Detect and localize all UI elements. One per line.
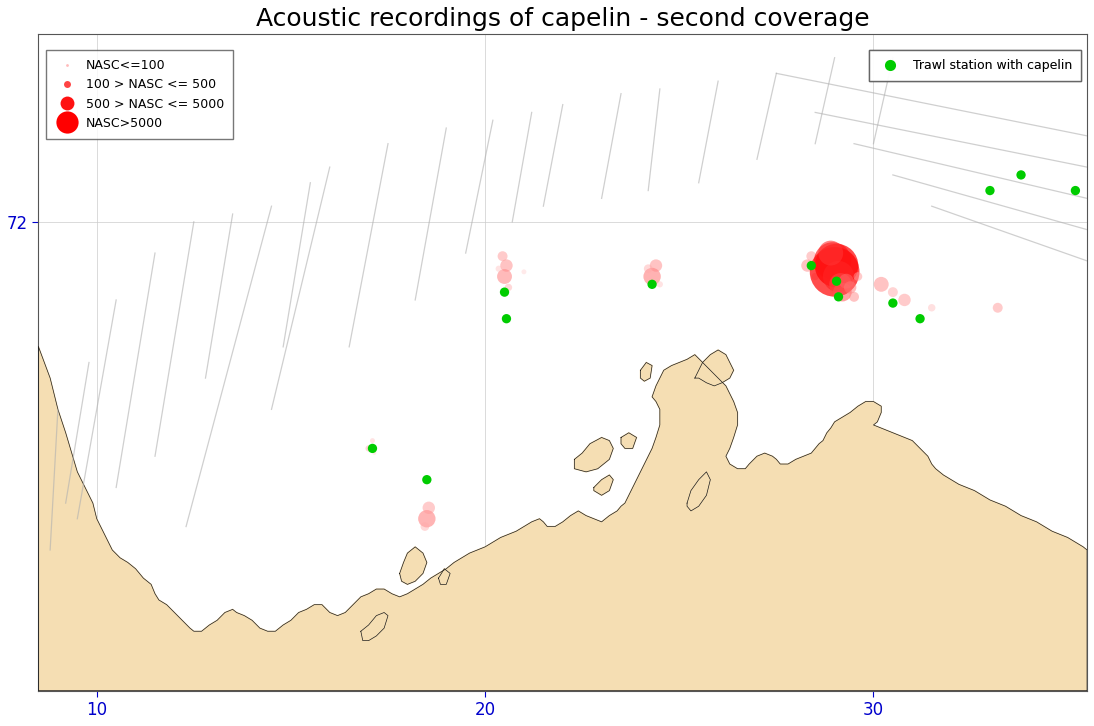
- Point: [420, 502, 438, 513]
- Legend: Trawl station with capelin: Trawl station with capelin: [869, 50, 1081, 81]
- Point: [923, 302, 941, 314]
- Point: [363, 443, 381, 454]
- Point: [803, 260, 820, 272]
- Point: [803, 250, 820, 262]
- Point: [806, 271, 824, 282]
- Point: [493, 250, 511, 262]
- Point: [846, 291, 863, 303]
- Point: [981, 184, 999, 196]
- Point: [500, 282, 517, 293]
- Point: [418, 474, 435, 486]
- Point: [884, 297, 901, 309]
- Point: [643, 271, 661, 282]
- Point: [648, 260, 665, 272]
- Polygon shape: [399, 547, 427, 584]
- Point: [498, 260, 515, 272]
- Point: [498, 313, 515, 325]
- Point: [841, 282, 859, 293]
- Polygon shape: [621, 433, 637, 449]
- Polygon shape: [574, 438, 614, 472]
- Point: [496, 286, 513, 298]
- Point: [799, 260, 816, 272]
- Polygon shape: [439, 568, 450, 584]
- Point: [828, 260, 846, 272]
- Point: [1067, 184, 1084, 196]
- Point: [824, 255, 841, 266]
- Point: [911, 313, 929, 325]
- Point: [873, 279, 891, 290]
- Polygon shape: [687, 472, 710, 511]
- Point: [828, 275, 846, 287]
- Point: [829, 291, 847, 303]
- Point: [849, 271, 866, 282]
- Point: [416, 521, 433, 532]
- Point: [643, 279, 661, 290]
- Point: [490, 263, 508, 274]
- Point: [822, 248, 839, 259]
- Point: [515, 266, 533, 277]
- Point: [826, 266, 843, 277]
- Polygon shape: [594, 475, 614, 495]
- Point: [989, 302, 1006, 314]
- Point: [360, 443, 377, 454]
- Point: [651, 279, 668, 290]
- Point: [834, 286, 851, 298]
- Point: [1012, 169, 1029, 181]
- Polygon shape: [640, 362, 652, 381]
- Point: [640, 263, 657, 274]
- Point: [831, 279, 849, 290]
- Point: [838, 275, 856, 287]
- Title: Acoustic recordings of capelin - second coverage: Acoustic recordings of capelin - second …: [256, 7, 870, 31]
- Point: [365, 447, 383, 459]
- Polygon shape: [38, 347, 1087, 690]
- Point: [363, 435, 381, 446]
- Polygon shape: [695, 350, 734, 386]
- Point: [418, 513, 435, 525]
- Polygon shape: [361, 613, 388, 640]
- Point: [829, 271, 847, 282]
- Point: [884, 286, 901, 298]
- Point: [896, 294, 913, 306]
- Point: [496, 271, 513, 282]
